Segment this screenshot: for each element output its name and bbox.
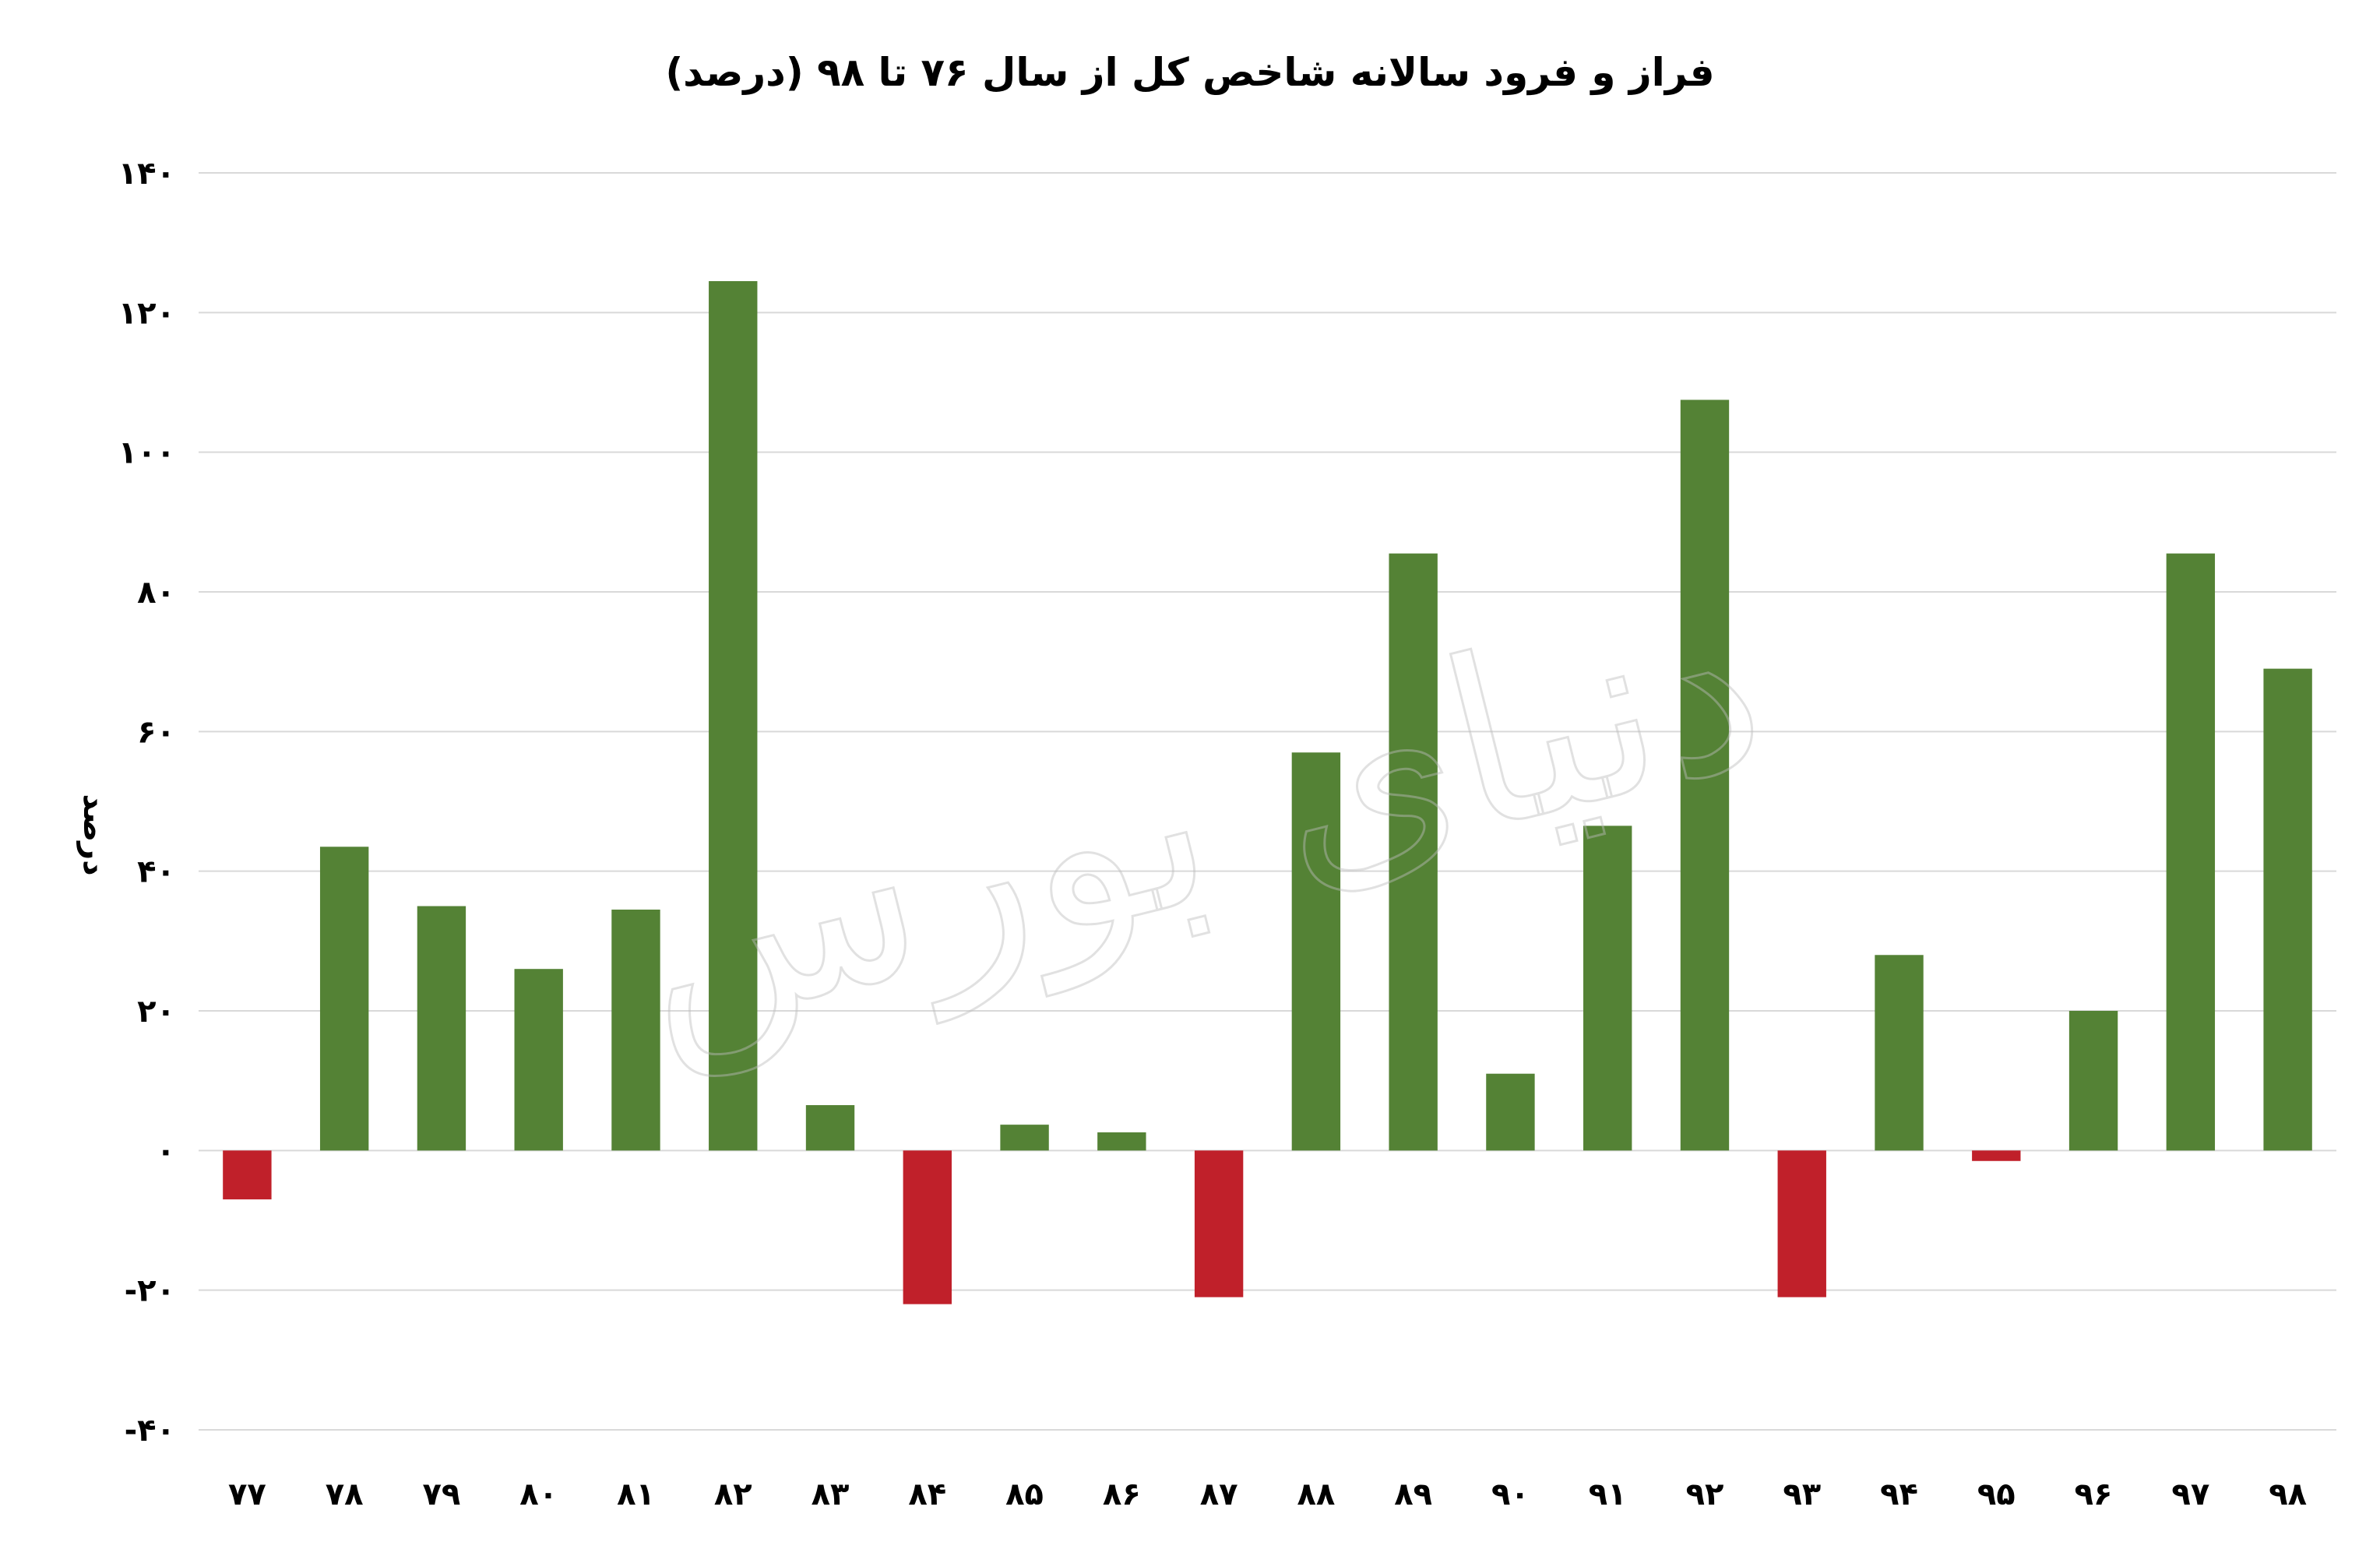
bar-8: [903, 1150, 952, 1304]
x-tick-label: ۹۸: [2269, 1477, 2307, 1512]
bar-16: [1680, 400, 1730, 1151]
bar-20: [2068, 1011, 2118, 1151]
bar-11: [1194, 1150, 1244, 1297]
chart-title: فراز و فرود سالانه شاخص کل از سال ۷۶ تا …: [665, 50, 1714, 96]
y-tick-label: ۱۲۰: [118, 295, 175, 331]
x-tick-label: ۸۷: [1200, 1477, 1238, 1512]
y-axis-label: درصد: [76, 794, 112, 875]
bar-19: [1972, 1150, 2021, 1161]
bar-7: [805, 1105, 855, 1151]
x-tick-label: ۷۷: [228, 1477, 266, 1512]
bar-14: [1486, 1073, 1535, 1151]
y-tick-label: -۲۰: [125, 1273, 175, 1309]
y-tick-labels: -۴۰ -۲۰ ۰ ۲۰ ۴۰ ۶۰ ۸۰ ۱۰۰ ۱۲۰ ۱۴۰: [118, 156, 175, 1449]
bar-15: [1583, 826, 1632, 1151]
bar-6: [709, 280, 758, 1151]
bar-3: [417, 906, 466, 1151]
bar-21: [2166, 553, 2216, 1151]
bar-1: [223, 1150, 272, 1200]
grid-lines: [199, 172, 2336, 1431]
x-tick-label: ۸۰: [519, 1477, 558, 1512]
x-tick-label: ۸۳: [812, 1477, 850, 1512]
x-tick-label: ۸۲: [714, 1477, 752, 1512]
bar-18: [1875, 955, 1924, 1151]
x-tick-label: ۸۹: [1394, 1477, 1432, 1512]
bar-22: [2263, 668, 2312, 1151]
x-tick-label: ۹۵: [1977, 1477, 2016, 1512]
y-tick-label: ۱۰۰: [118, 435, 175, 471]
bar-13: [1389, 553, 1438, 1151]
x-tick-label: ۹۳: [1783, 1477, 1821, 1512]
x-tick-label: ۸۱: [617, 1477, 655, 1512]
y-tick-label: -۴۰: [125, 1413, 175, 1449]
y-tick-label: ۱۴۰: [118, 156, 175, 192]
x-tick-label: ۷۹: [423, 1477, 461, 1512]
x-tick-label: ۹۱: [1589, 1477, 1627, 1512]
x-tick-label: ۹۴: [1880, 1477, 1918, 1512]
bar-2: [319, 847, 369, 1151]
bar-12: [1291, 752, 1341, 1151]
x-tick-label: ۸۴: [908, 1477, 946, 1512]
x-tick-label: ۷۸: [326, 1477, 364, 1512]
bars: [223, 280, 2312, 1304]
y-tick-label: ۴۰: [137, 854, 175, 890]
bar-4: [514, 969, 563, 1151]
x-tick-label: ۸۸: [1297, 1477, 1335, 1512]
y-tick-label: ۸۰: [137, 575, 175, 611]
x-tick-label: ۹۲: [1686, 1477, 1724, 1512]
bar-10: [1097, 1132, 1146, 1151]
x-tick-label: ۸۵: [1005, 1477, 1044, 1512]
x-tick-labels: ۷۷ ۷۸ ۷۹ ۸۰ ۸۱ ۸۲ ۸۳ ۸۴ ۸۵ ۸۶ ۸۷ ۸۸ ۸۹ ۹۰ ۹۱ ۹۲ ۹۳ ۹۴ ۹۵ ۹۶…: [228, 1477, 2307, 1512]
x-tick-label: ۹۰: [1491, 1477, 1530, 1512]
y-tick-label: ۲۰: [137, 994, 175, 1030]
y-tick-label: ۰: [157, 1133, 175, 1169]
x-tick-label: ۹۶: [2075, 1477, 2113, 1512]
bar-17: [1777, 1150, 1826, 1297]
bar-9: [1000, 1125, 1049, 1151]
y-tick-label: ۶۰: [137, 714, 175, 750]
x-tick-label: ۸۶: [1103, 1477, 1141, 1512]
x-tick-label: ۹۷: [2171, 1477, 2209, 1512]
bar-5: [611, 909, 660, 1151]
